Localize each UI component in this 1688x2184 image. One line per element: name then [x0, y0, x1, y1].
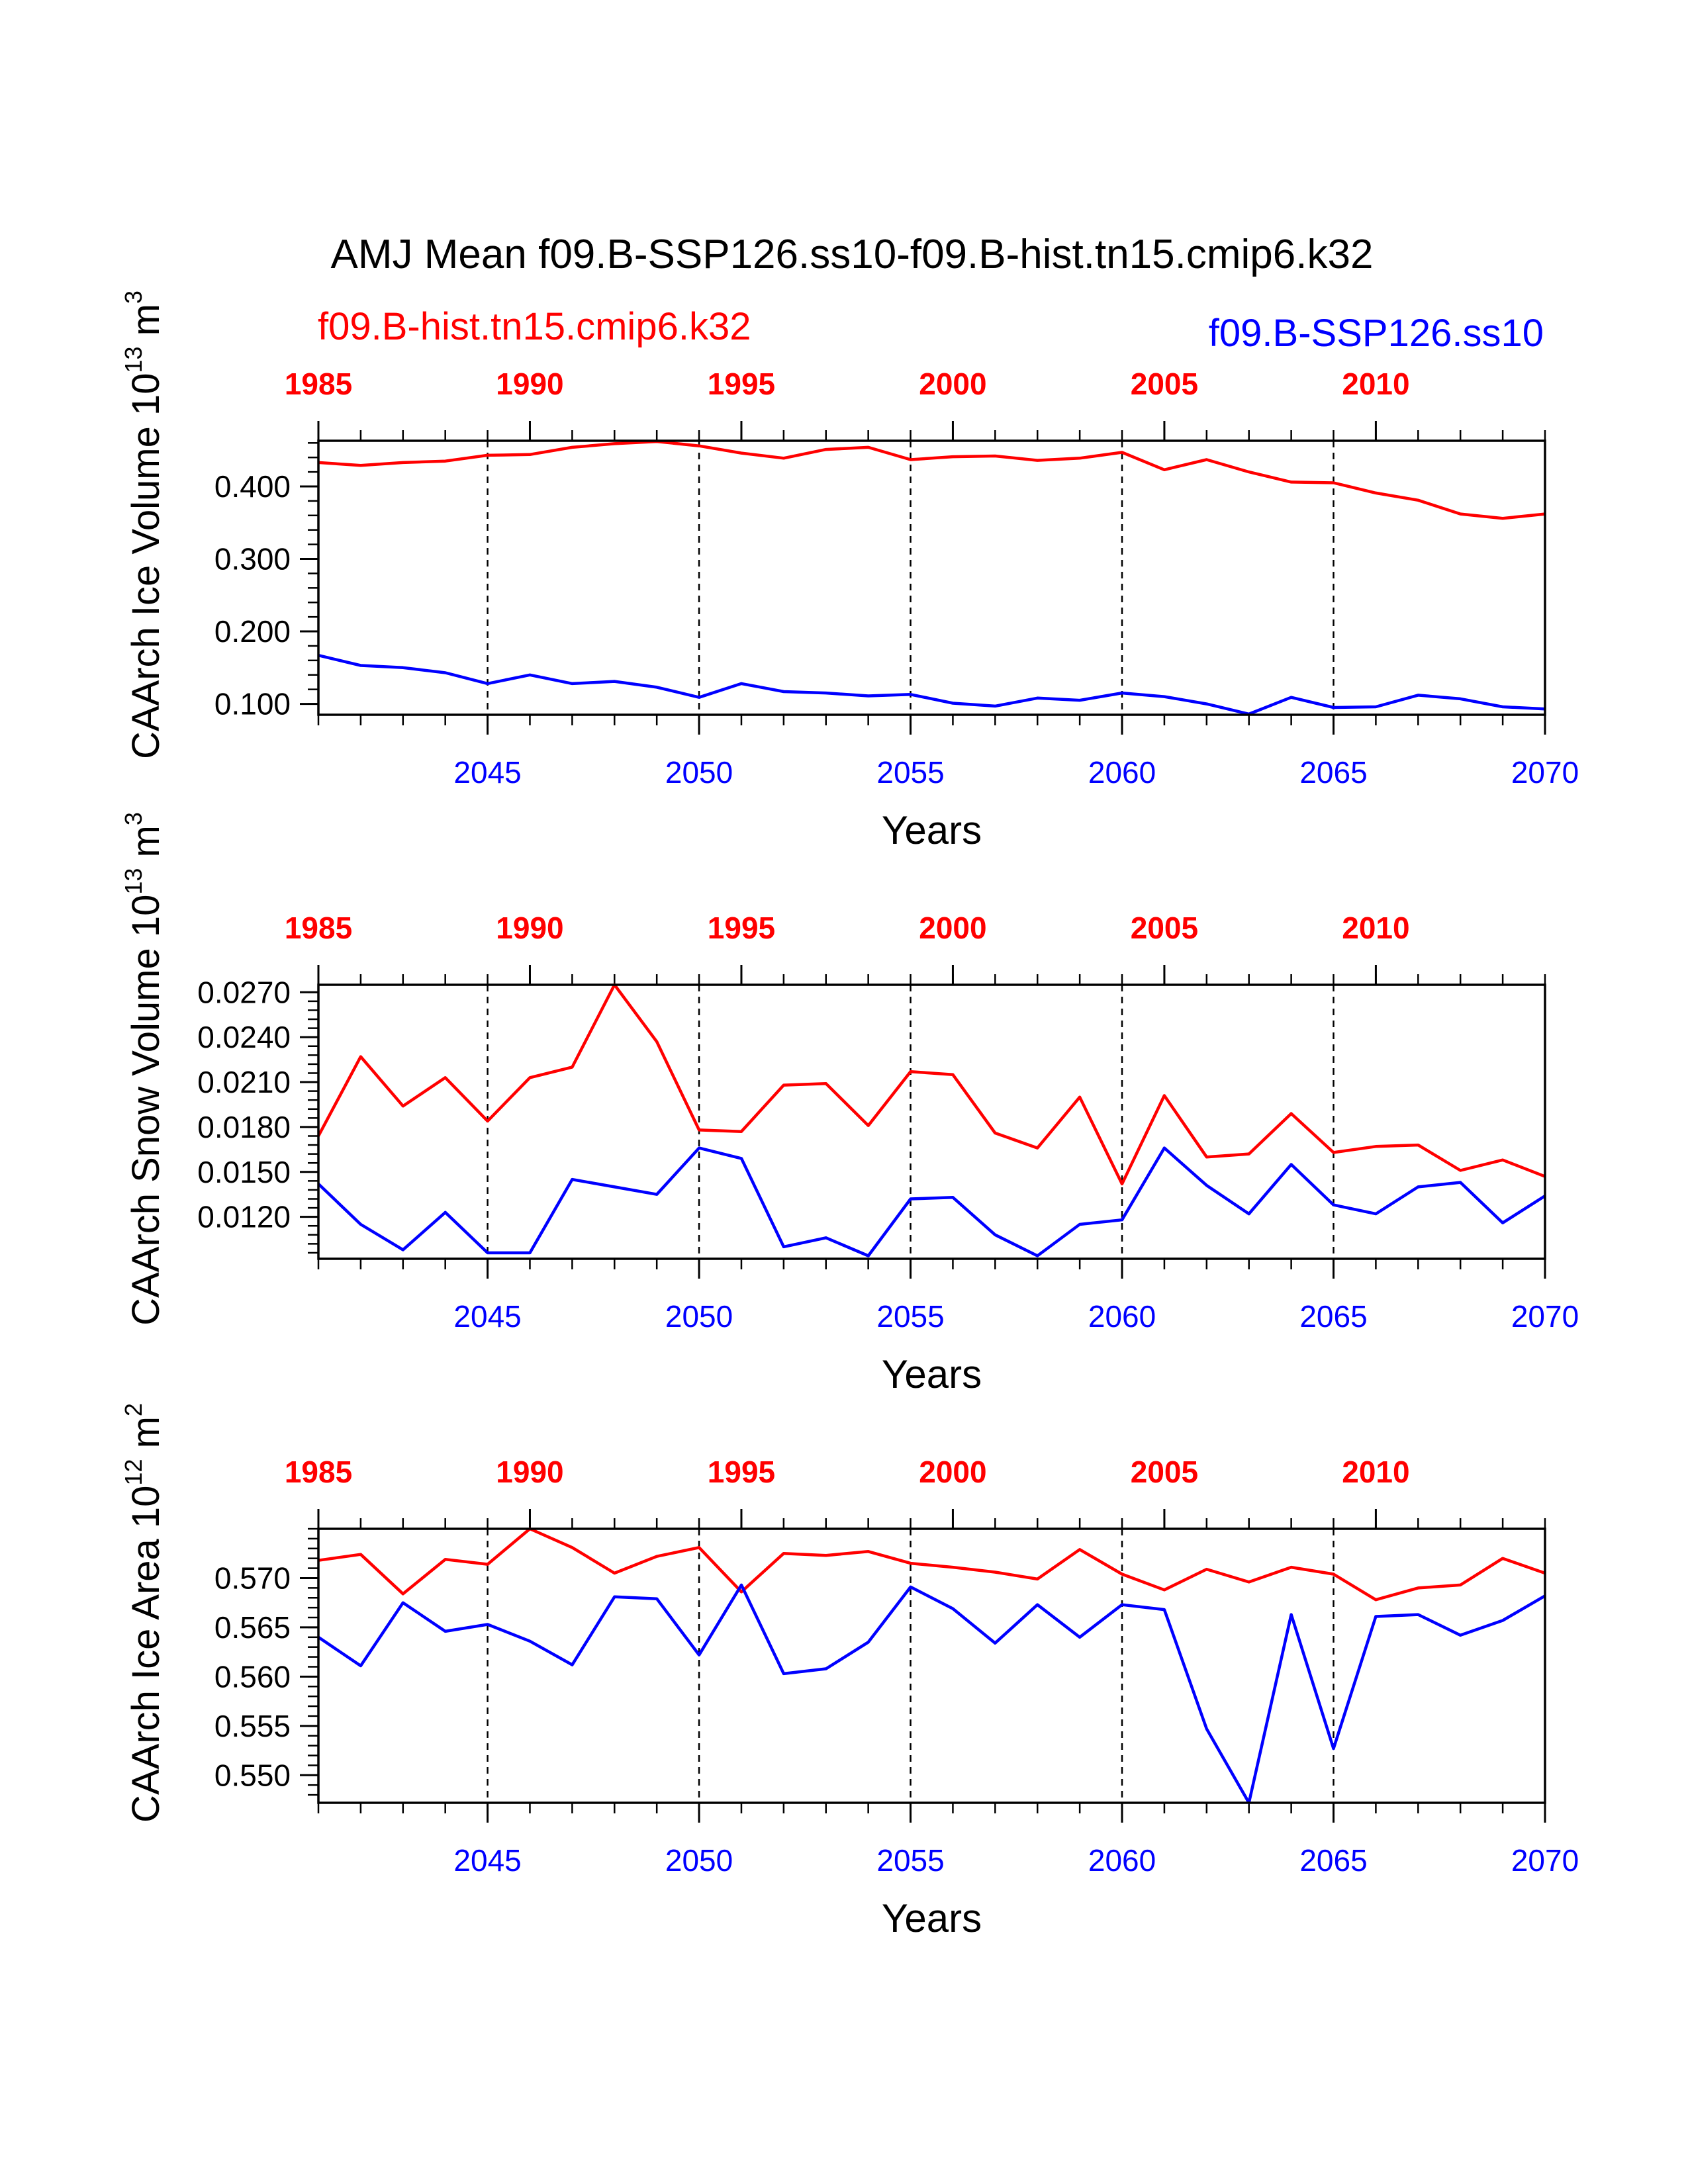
y-tick-label: 0.550 [214, 1758, 291, 1792]
x-tick-label-top: 1995 [708, 367, 775, 401]
x-tick-label-bottom: 2060 [1088, 755, 1156, 790]
x-axis-title: Years [882, 808, 982, 852]
x-tick-label-top: 1985 [285, 367, 352, 401]
x-tick-label-bottom: 2050 [665, 755, 733, 790]
x-tick-label-top: 2010 [1342, 911, 1409, 945]
plot-frame [317, 983, 1546, 1260]
x-tick-label-bottom: 2070 [1511, 1843, 1579, 1878]
y-axis-title-unit-exp: 3 [120, 291, 147, 304]
x-tick-label-bottom: 2050 [665, 1843, 733, 1878]
y-tick-label: 0.0240 [197, 1020, 291, 1054]
x-tick-label-top: 1995 [708, 911, 775, 945]
y-axis-title-unit-exp: 2 [120, 1403, 147, 1416]
x-tick-label-top: 2005 [1131, 911, 1198, 945]
x-tick-label-top: 1990 [496, 1455, 563, 1489]
y-axis-title-unit-exp: 3 [120, 812, 147, 825]
y-axis-title-main: CAArch Snow Volume 10 [124, 895, 167, 1326]
y-tick-label: 0.400 [214, 469, 291, 504]
series-line-hist [318, 1527, 1546, 1602]
x-tick-label-bottom: 2050 [665, 1299, 733, 1334]
x-tick-label-bottom: 2065 [1299, 1843, 1367, 1878]
x-tick-label-top: 2000 [919, 911, 986, 945]
x-tick-label-bottom: 2060 [1088, 1843, 1156, 1878]
y-tick-label: 0.570 [214, 1561, 291, 1595]
x-tick-label-bottom: 2055 [876, 1299, 944, 1334]
x-tick-label-bottom: 2070 [1511, 1299, 1579, 1334]
x-tick-label-top: 2005 [1131, 367, 1198, 401]
x-tick-label-top: 2010 [1342, 367, 1409, 401]
legend-hist-label: f09.B-hist.tn15.cmip6.k32 [318, 305, 751, 348]
x-tick-label-top: 2000 [919, 367, 986, 401]
y-tick-label: 0.560 [214, 1659, 291, 1694]
y-tick-label: 0.300 [214, 542, 291, 576]
y-axis-title-exp: 13 [120, 346, 147, 373]
x-tick-label-bottom: 2065 [1299, 755, 1367, 790]
y-tick-label: 0.200 [214, 614, 291, 649]
y-tick-label: 0.555 [214, 1709, 291, 1743]
y-axis-title-exp: 13 [120, 868, 147, 895]
x-tick-label-bottom: 2070 [1511, 755, 1579, 790]
x-axis-title: Years [882, 1352, 982, 1396]
x-tick-label-top: 1995 [708, 1455, 775, 1489]
y-tick-label: 0.100 [214, 687, 291, 721]
y-axis-title-exp: 12 [120, 1459, 147, 1486]
x-tick-label-bottom: 2045 [453, 755, 521, 790]
y-axis-title-main: CAArch Ice Area 10 [124, 1486, 167, 1823]
plot-frame [317, 439, 1546, 716]
y-axis-title: CAArch Ice Volume 1013 m3 [120, 291, 167, 759]
x-tick-label-bottom: 2055 [876, 1843, 944, 1878]
y-axis-title-unit: m [124, 825, 167, 868]
panel-2: 0.0120 0.0150 0.0180 0.0210 0.0240 0.0270 2045… [120, 812, 1579, 1396]
x-tick-label-bottom: 2055 [876, 755, 944, 790]
y-axis-title: CAArch Snow Volume 1013 m3 [120, 812, 167, 1326]
x-tick-label-top: 1990 [496, 367, 563, 401]
y-tick-label: 0.0120 [197, 1200, 291, 1234]
panel-1: 0.100 0.200 0.300 0.400 2045 2050 2055 2060 2065… [120, 291, 1579, 852]
series-line-hist [318, 439, 1546, 520]
plot-frame [317, 1527, 1546, 1804]
y-tick-label: 0.0270 [197, 975, 291, 1009]
y-axis-title: CAArch Ice Area 1012 m2 [120, 1403, 167, 1823]
series-line-hist [317, 983, 1546, 1186]
y-tick-label: 0.0150 [197, 1155, 291, 1189]
x-tick-label-bottom: 2065 [1299, 1299, 1367, 1334]
x-tick-label-top: 1985 [285, 1455, 352, 1489]
y-axis-title-unit: m [124, 304, 167, 346]
chart-title: AMJ Mean f09.B-SSP126.ss10-f09.B-hist.tn… [331, 232, 1374, 277]
x-tick-label-top: 2010 [1342, 1455, 1409, 1489]
y-axis-title-unit: m [124, 1416, 167, 1459]
x-tick-label-top: 2000 [919, 1455, 986, 1489]
x-tick-label-bottom: 2045 [453, 1299, 521, 1334]
series-line-ssp [317, 1146, 1546, 1257]
y-tick-label: 0.0180 [197, 1110, 291, 1144]
x-tick-label-bottom: 2060 [1088, 1299, 1156, 1334]
x-tick-label-top: 2005 [1131, 1455, 1198, 1489]
series-line-ssp [317, 1583, 1546, 1805]
y-tick-label: 0.0210 [197, 1065, 291, 1099]
panel-3: 0.550 0.555 0.560 0.565 0.570 2045 2050 2055 206… [120, 1403, 1579, 1940]
x-tick-label-top: 1990 [496, 911, 563, 945]
x-tick-label-bottom: 2045 [453, 1843, 521, 1878]
y-axis-title-main: CAArch Ice Volume 10 [124, 373, 167, 760]
x-tick-label-top: 1985 [285, 911, 352, 945]
y-tick-label: 0.565 [214, 1610, 291, 1645]
legend-ssp-label: f09.B-SSP126.ss10 [1209, 312, 1544, 355]
x-axis-title: Years [882, 1896, 982, 1940]
series-line-ssp [318, 654, 1546, 716]
